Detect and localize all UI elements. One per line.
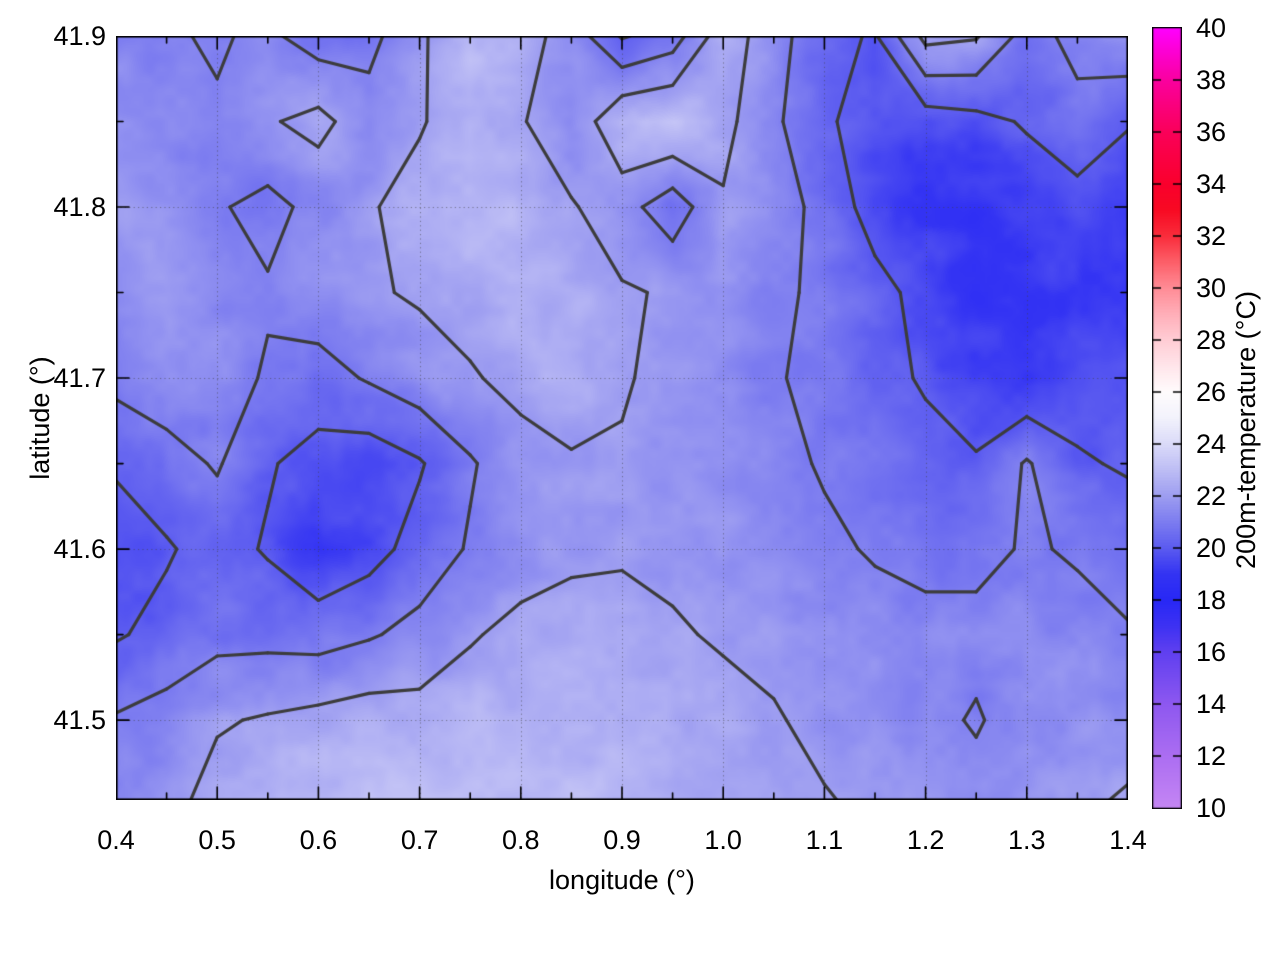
y-tick-label: 41.6 [53,534,106,565]
y-tick-label: 41.7 [53,363,106,394]
colorbar-tick-label: 26 [1196,377,1227,407]
x-tick-label: 0.4 [97,825,135,855]
x-tick-label: 1.0 [704,825,742,855]
y-axis-label: latitude (°) [25,356,55,480]
colorbar-tick-label: 36 [1196,117,1227,147]
x-tick-label: 1.2 [906,825,945,855]
x-tick-label: 1.4 [1109,825,1147,855]
x-tick-label: 0.6 [299,825,338,855]
y-tick-label: 41.8 [53,192,106,223]
colorbar-tick-label: 28 [1196,325,1227,355]
colorbar [1152,27,1182,809]
colorbar-tick-label: 10 [1196,793,1227,823]
colorbar-tick-label: 38 [1196,65,1227,95]
colorbar-label: 200m-temperature (°C) [1231,291,1261,569]
colorbar-tick-label: 24 [1196,429,1227,459]
colorbar-tick-label: 30 [1196,273,1227,303]
y-tick-label: 41.9 [53,21,106,51]
colorbar-tick-label: 34 [1196,169,1227,199]
colorbar-tick-label: 18 [1196,585,1227,615]
x-tick-label: 0.9 [603,825,641,855]
y-tick-label: 41.5 [53,705,106,736]
x-tick-label: 0.7 [400,825,439,855]
x-tick-label: 0.8 [502,825,540,855]
colorbar-tick-label: 16 [1196,637,1227,667]
x-tick-label: 1.1 [805,825,844,855]
colorbar-tick-label: 40 [1196,13,1227,43]
colorbar-tick-label: 14 [1196,689,1227,719]
colorbar-tick-label: 22 [1196,481,1227,511]
x-tick-label: 1.3 [1008,825,1046,855]
colorbar-tick-label: 20 [1196,533,1227,563]
colorbar-tick-label: 32 [1196,221,1227,251]
x-axis-label: longitude (°) [549,865,695,895]
x-tick-label: 0.5 [198,825,236,855]
colorbar-tick-label: 12 [1196,741,1227,771]
heatmap-canvas [116,36,1128,800]
